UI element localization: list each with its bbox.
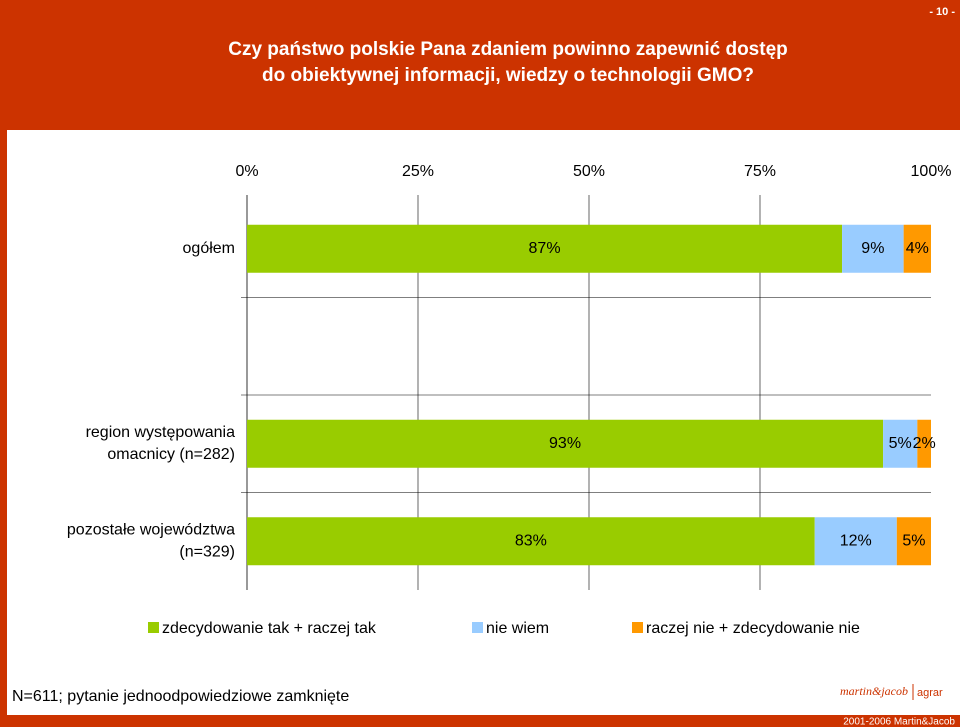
bar-segment [903,224,931,273]
x-tick-label: 75% [744,163,776,180]
copyright: 2001-2006 Martin&Jacob [843,717,955,727]
y-tick-label: omacnicy (n=282) [107,446,235,463]
bar-segment [814,517,897,566]
legend-swatch [472,622,483,633]
legend-swatch [148,622,159,633]
y-tick-label: region występowania [86,424,236,441]
chart-title: Czy państwo polskie Pana zdaniem powinno… [228,39,788,60]
legend-swatch [632,622,643,633]
logo-suffix: agrar [917,687,943,699]
bar-segment [883,419,918,468]
x-tick-label: 50% [573,163,605,180]
bar-segment [247,419,884,468]
header-band [0,0,960,130]
x-tick-label: 25% [402,163,434,180]
data-label: 4% [906,240,929,257]
bar-segment [842,224,904,273]
bar-segment [896,517,931,566]
legend-label: raczej nie + zdecydowanie nie [646,620,860,637]
chart-title: do obiektywnej informacji, wiedzy o tech… [262,65,754,86]
data-label: 83% [515,532,547,549]
footer-note: N=611; pytanie jednoodpowiedziowe zamkni… [12,688,349,705]
legend-label: nie wiem [486,620,549,637]
legend-label: zdecydowanie tak + raczej tak [162,620,377,637]
data-label: 12% [840,532,872,549]
data-label: 87% [529,240,561,257]
bar-segment [917,419,931,468]
data-label: 5% [902,532,925,549]
y-tick-label: (n=329) [179,543,235,560]
x-tick-label: 0% [235,163,258,180]
data-label: 2% [913,435,936,452]
data-label: 9% [861,240,884,257]
logo: martin&jacob [840,684,908,698]
left-border [0,130,7,727]
bar-segment [247,517,815,566]
bottom-strip [0,715,960,727]
page-number: - 10 - [929,6,955,18]
y-tick-label: ogółem [183,240,235,257]
x-tick-label: 100% [911,163,952,180]
data-label: 93% [549,435,581,452]
bar-segment [247,224,843,273]
y-tick-label: pozostałe województwa [67,521,235,538]
data-label: 5% [889,435,912,452]
